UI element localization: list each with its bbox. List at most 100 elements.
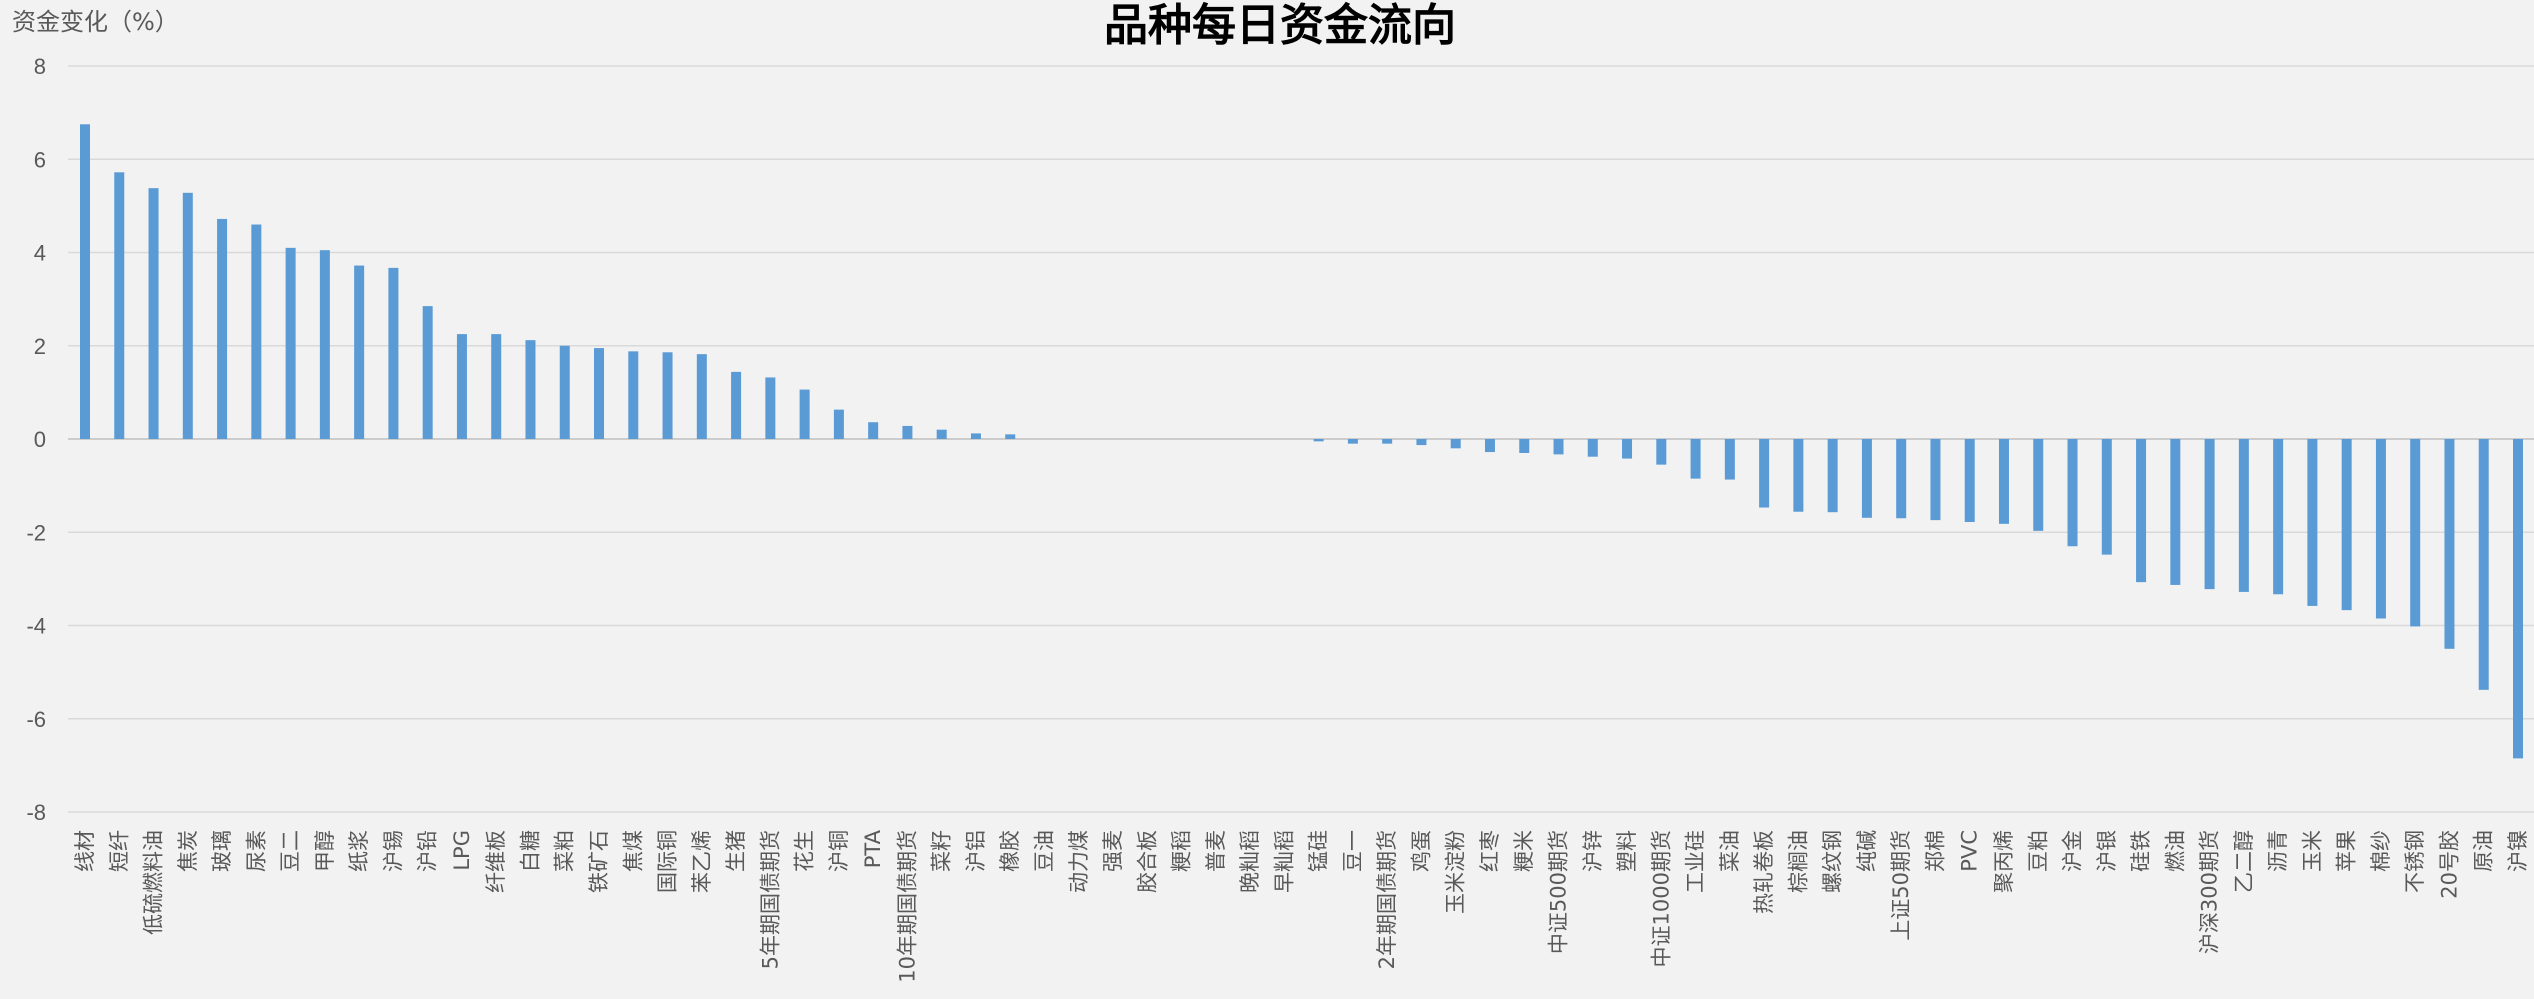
- x-tick-label: 短纤: [107, 830, 131, 872]
- y-axis-ticks: 8 6 4 2 0 -2 -4 -6 -8: [26, 54, 46, 825]
- x-tick-label: 10年期国债期货: [895, 830, 919, 983]
- bar: [594, 348, 605, 439]
- bar: [1416, 439, 1427, 446]
- bar: [2410, 439, 2421, 627]
- bar: [2204, 439, 2215, 590]
- x-tick-label: PVC: [1958, 830, 1982, 872]
- gridlines: [68, 65, 2534, 813]
- x-tick-label: 沪锡: [381, 830, 405, 872]
- x-tick-label: 苹果: [2335, 830, 2359, 872]
- x-tick-label: 聚丙烯: [1992, 830, 2016, 893]
- x-tick-label: 花生: [793, 830, 817, 872]
- x-tick-label: 线材: [73, 830, 97, 872]
- x-tick-label: 螺纹钢: [1821, 830, 1845, 893]
- bar: [1690, 439, 1701, 479]
- x-tick-label: 豆二: [279, 830, 303, 872]
- x-tick-label: 鸡蛋: [1409, 830, 1433, 872]
- bar: [1347, 439, 1358, 444]
- y-axis-label: 资金变化（%）: [12, 8, 179, 36]
- bar: [696, 354, 707, 439]
- bar: [970, 433, 981, 439]
- bar: [1964, 439, 1975, 522]
- x-tick-label: 锰硅: [1307, 830, 1331, 872]
- x-tick-label: 玻璃: [210, 830, 234, 872]
- bar: [1519, 439, 1530, 453]
- x-tick-label: 沪金: [2061, 830, 2085, 872]
- bar: [2375, 439, 2386, 619]
- bar: [2238, 439, 2249, 592]
- bar: [1998, 439, 2009, 524]
- bar: [799, 389, 810, 439]
- bar: [354, 265, 365, 439]
- x-tick-label: 乙二醇: [2232, 830, 2256, 893]
- bar: [628, 351, 639, 439]
- bar: [1313, 439, 1324, 442]
- bar: [114, 172, 125, 439]
- x-tick-label: 2年期国债期货: [1375, 830, 1399, 969]
- bar: [422, 306, 433, 439]
- bar: [285, 247, 296, 439]
- x-tick-label: 焦炭: [176, 830, 200, 872]
- x-tick-label: 豆油: [1032, 830, 1056, 872]
- x-tick-label: 焦煤: [621, 830, 645, 872]
- x-tick-label: 沪铝: [964, 830, 988, 872]
- x-tick-label: 热轧卷板: [1752, 830, 1776, 914]
- x-tick-label: 玉米淀粉: [1444, 830, 1468, 914]
- bar: [731, 371, 742, 439]
- bar: [148, 188, 159, 439]
- x-tick-label: 红枣: [1478, 830, 1502, 872]
- x-tick-label: 苯乙烯: [690, 830, 714, 893]
- bars: [80, 124, 2523, 759]
- x-tick-label: 国际铜: [656, 830, 680, 893]
- bar: [559, 345, 570, 439]
- bar: [1827, 439, 1838, 513]
- bar: [182, 192, 193, 439]
- x-tick-label: 豆粕: [2026, 830, 2050, 872]
- bar: [491, 334, 502, 439]
- bar: [1587, 439, 1598, 457]
- bar: [1484, 439, 1495, 453]
- x-tick-label: 5年期国债期货: [758, 830, 782, 969]
- x-tick-label: 沪锌: [1581, 830, 1605, 872]
- bar: [1553, 439, 1564, 455]
- x-tick-label: 原油: [2472, 830, 2496, 872]
- bar: [2101, 439, 2112, 555]
- x-tick-label: 普麦: [1204, 830, 1228, 872]
- x-tick-label: 中证500期货: [1547, 830, 1571, 954]
- x-tick-label: 中证1000期货: [1649, 830, 1673, 967]
- x-tick-label: 胶合板: [1135, 830, 1159, 893]
- x-tick-label: 生猪: [724, 830, 748, 872]
- y-tick-label: 2: [34, 334, 46, 359]
- y-tick-label: 8: [34, 54, 46, 79]
- bar: [388, 267, 399, 439]
- bar: [868, 422, 879, 439]
- bar: [1382, 439, 1393, 444]
- x-tick-label: 郑棉: [1923, 830, 1947, 872]
- x-tick-label: 20号胶: [2437, 830, 2461, 899]
- bar: [217, 218, 228, 439]
- x-tick-label: 棉纱: [2369, 830, 2393, 872]
- y-tick-label: 0: [34, 427, 46, 452]
- x-tick-label: 沥青: [2266, 830, 2290, 872]
- x-tick-label: 早籼稻: [1272, 830, 1296, 893]
- x-tick-label: 沪铜: [827, 830, 851, 872]
- x-tick-label: 沪银: [2095, 830, 2119, 872]
- bar: [1724, 439, 1735, 480]
- x-tick-label: 硅铁: [2129, 830, 2153, 872]
- bar: [1930, 439, 1941, 521]
- x-axis-ticks: 线材 短纤 低硫燃料油 焦炭 玻璃 尿素 豆二 甲醇 纸浆 沪锡 沪铅 LPG 纤维板 白糖 菜粕 铁矿石 焦煤…: [73, 829, 2530, 982]
- bar: [251, 224, 262, 439]
- chart-title: 品种每日资金流向: [1104, 0, 1456, 51]
- x-tick-label: 低硫燃料油: [142, 830, 166, 935]
- x-tick-label: 沪深300期货: [2198, 830, 2222, 954]
- x-tick-label: 菜油: [1718, 830, 1742, 872]
- x-tick-label: 塑料: [1615, 830, 1639, 872]
- x-tick-label: 橡胶: [998, 830, 1022, 872]
- bar: [2033, 439, 2044, 531]
- y-tick-label: 4: [34, 241, 46, 266]
- y-tick-label: -4: [26, 614, 46, 639]
- bar: [1450, 439, 1461, 449]
- x-tick-label: 不锈钢: [2403, 830, 2427, 893]
